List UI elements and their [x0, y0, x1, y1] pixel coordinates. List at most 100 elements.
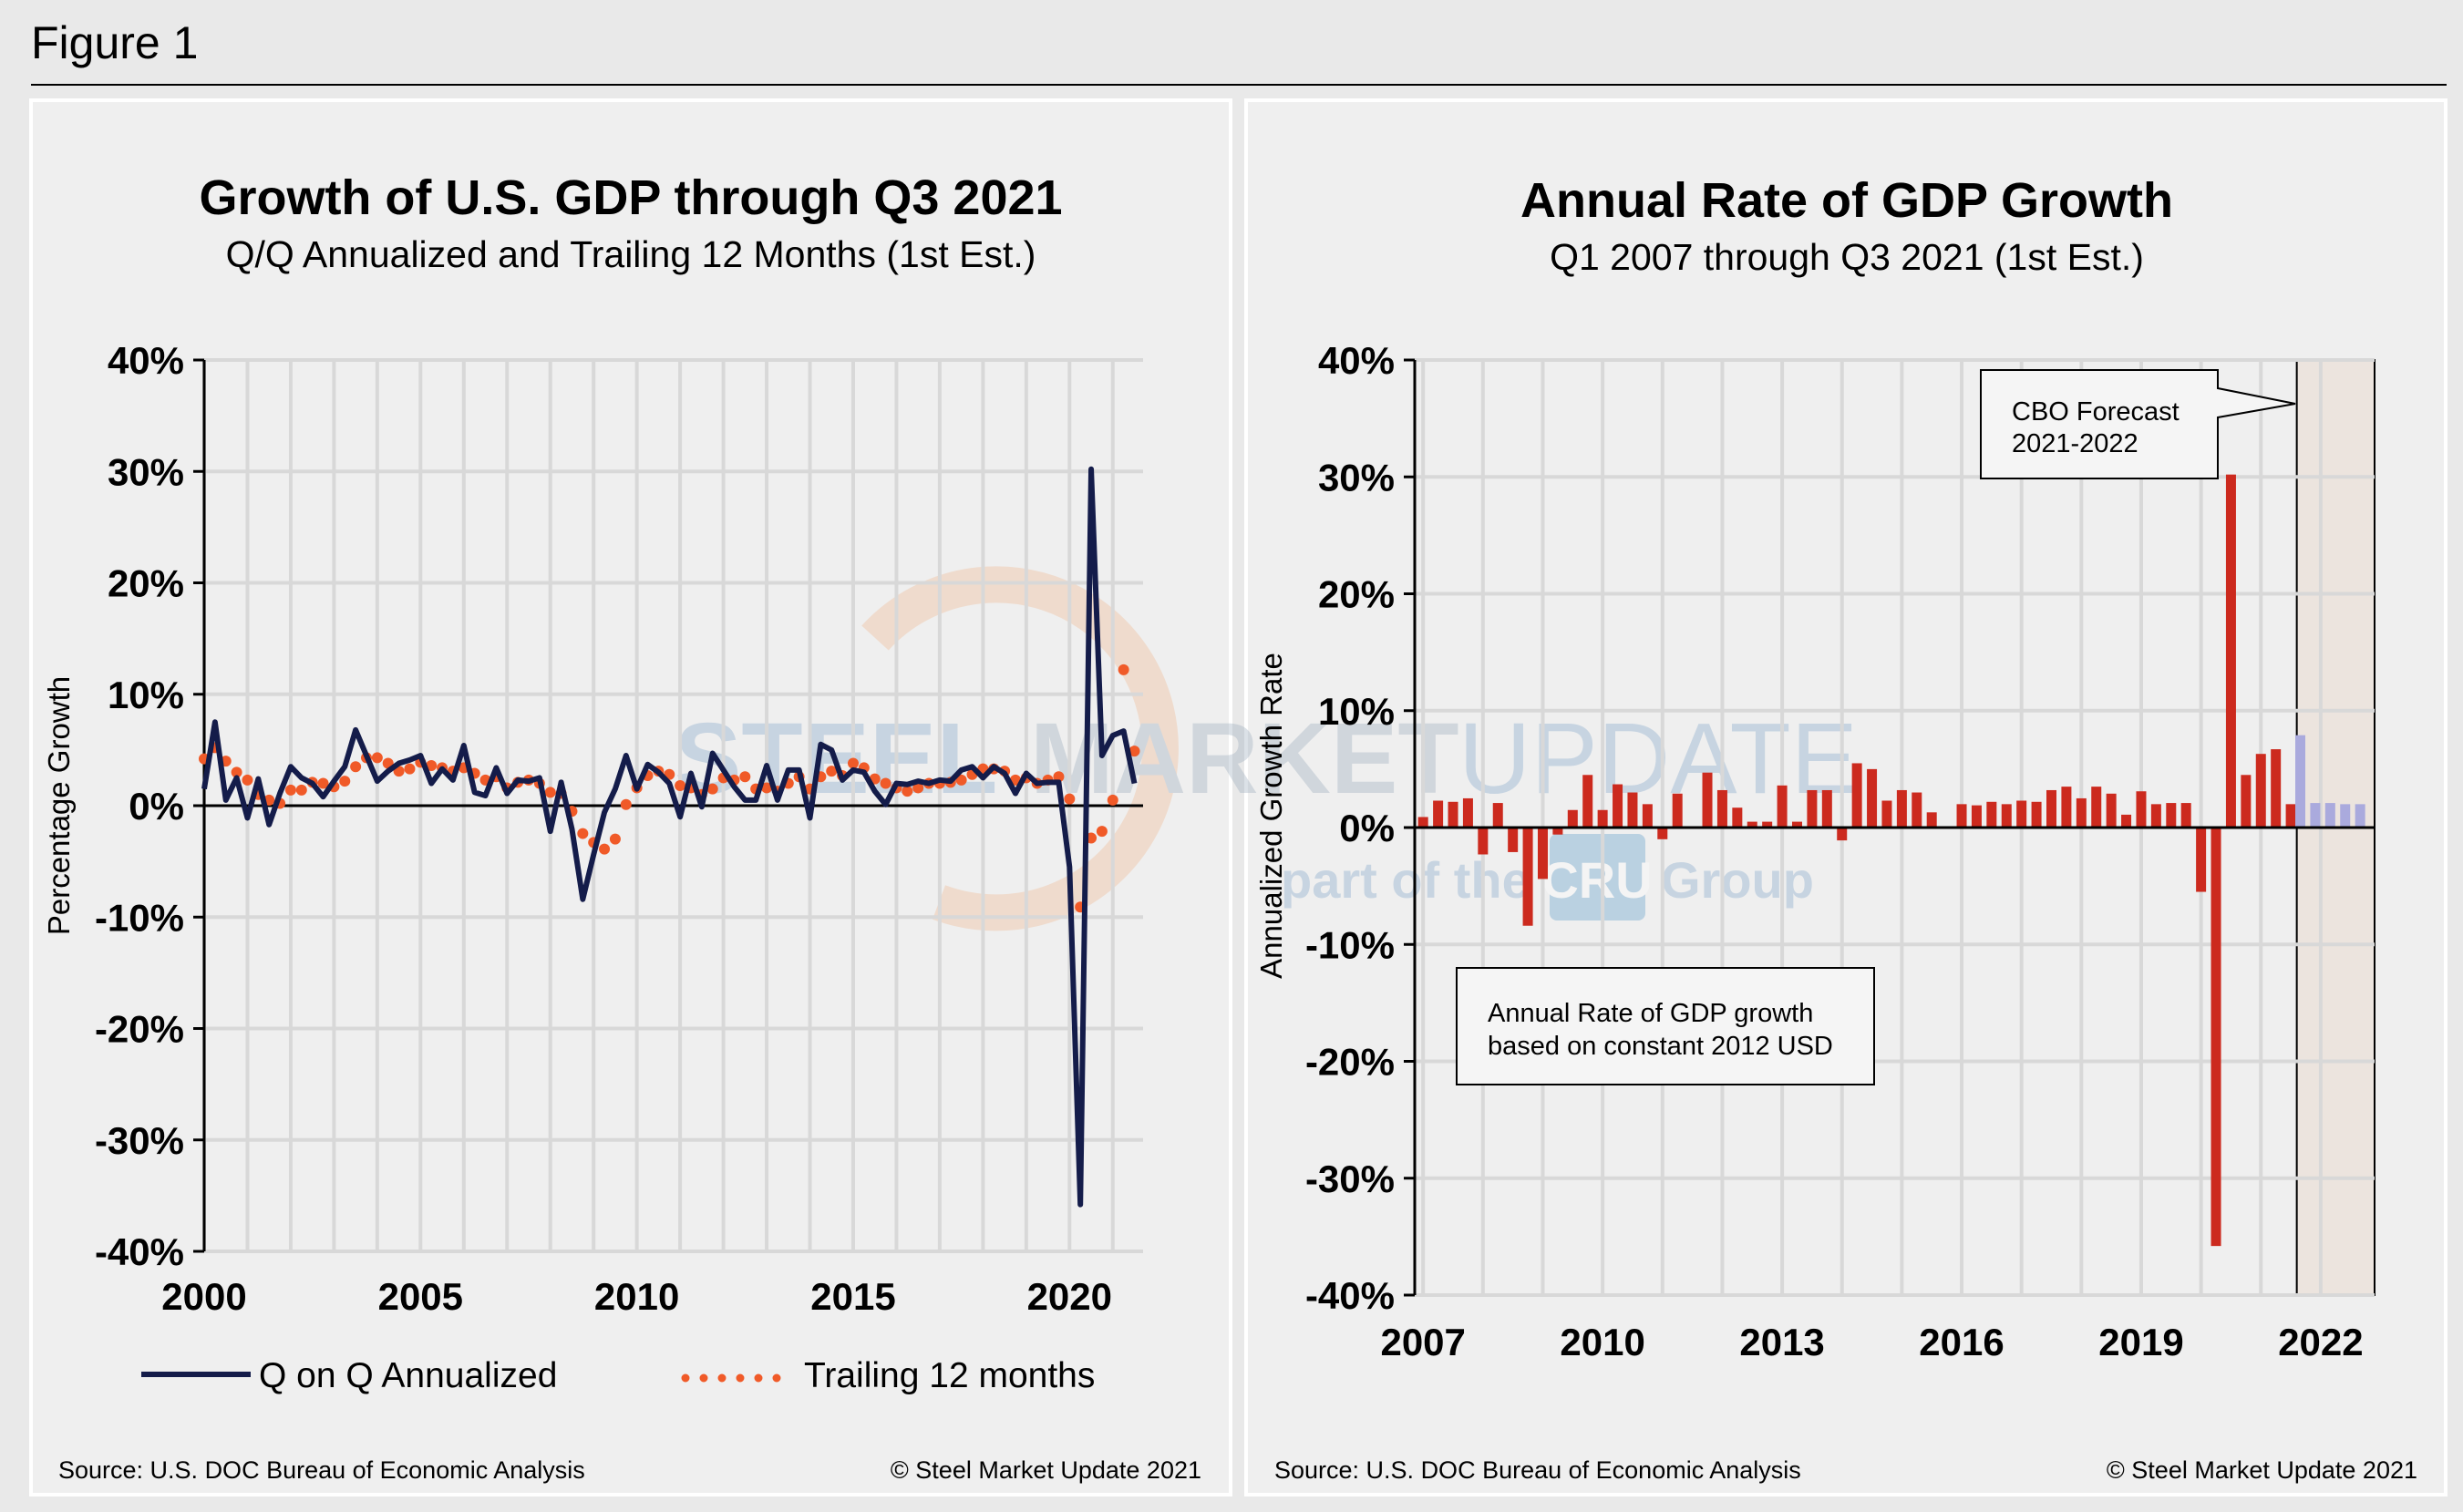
gdp-bar — [2241, 775, 2252, 828]
y-tick-label: 40% — [1318, 339, 1395, 382]
gdp-bar — [1552, 828, 1563, 835]
left-chart-grid — [202, 358, 1143, 1253]
right-source: Source: U.S. DOC Bureau of Economic Anal… — [1274, 1456, 1801, 1484]
y-tick-label: -10% — [1305, 923, 1395, 966]
y-tick-label: 40% — [108, 339, 184, 382]
y-tick-label: 30% — [1318, 456, 1395, 499]
gdp-bar — [1448, 801, 1458, 828]
left-chart-series — [199, 466, 1143, 1208]
y-tick-label: -20% — [95, 1008, 184, 1051]
x-tick-label: 2010 — [1560, 1321, 1644, 1363]
gdp-bar — [2196, 828, 2207, 892]
gdp-bar — [2046, 789, 2056, 828]
gdp-bar — [1492, 803, 1503, 828]
note-box: Annual Rate of GDP growth based on const… — [1456, 967, 1875, 1085]
gdp-bar — [2211, 828, 2221, 1247]
legend-label-trailing: Trailing 12 months — [804, 1356, 1095, 1395]
right-y-axis-label: Annualized Growth Rate — [1254, 653, 1288, 979]
trailing-12m-point — [1118, 663, 1129, 675]
forecast-bar — [2324, 803, 2335, 828]
gdp-bar — [2031, 801, 2042, 828]
trailing-12m-point — [1096, 826, 1108, 838]
right-chart-bars — [1415, 474, 2375, 1247]
x-tick-label: 2005 — [378, 1275, 463, 1318]
y-tick-label: 30% — [108, 450, 184, 493]
gdp-bar — [1417, 817, 1428, 828]
x-tick-label: 2022 — [2278, 1321, 2363, 1363]
trailing-12m-point — [826, 766, 838, 777]
gdp-bar — [1657, 828, 1668, 839]
gdp-bar — [1777, 785, 1788, 828]
note-line-1: Annual Rate of GDP growth — [1488, 999, 1813, 1028]
gdp-bar — [1478, 828, 1489, 855]
gdp-bar — [1986, 801, 1997, 828]
gdp-bar — [2285, 804, 2296, 828]
left-chart-ticks: 40% 30% 20% 10% 0% -10% -20% -30% -40%2000 2005 20… — [95, 339, 1112, 1318]
legend: Q on Q Annualized Trailing 12 months — [141, 1356, 1095, 1395]
forecast-bar — [2355, 804, 2365, 828]
gdp-bar — [1867, 768, 1878, 828]
right-chart-subtitle: Q1 2007 through Q3 2021 (1st Est.) — [1550, 236, 2144, 278]
y-tick-label: 0% — [129, 785, 184, 828]
gdp-bar — [1462, 797, 1473, 828]
gdp-bar — [1912, 792, 1922, 828]
y-tick-label: -40% — [1305, 1274, 1395, 1317]
gdp-bar — [1613, 784, 1623, 828]
y-tick-label: -40% — [95, 1230, 184, 1273]
gdp-bar — [2076, 797, 2087, 828]
trailing-12m-point — [404, 763, 416, 775]
trailing-12m-point — [371, 752, 383, 764]
trailing-12m-point — [1128, 746, 1140, 757]
trailing-12m-point — [902, 786, 913, 797]
gdp-bar — [1821, 789, 1832, 828]
trailing-12m-point — [706, 783, 718, 795]
x-tick-label: 2010 — [594, 1275, 679, 1318]
gdp-bar — [1567, 809, 1578, 828]
forecast-bar — [2340, 804, 2351, 828]
cbo-forecast-callout: CBO Forecast 2021-2022 — [1980, 369, 2296, 479]
trailing-12m-point — [426, 759, 438, 771]
trailing-12m-point — [675, 779, 686, 791]
callout-line-1: CBO Forecast — [2012, 397, 2180, 427]
gdp-bar — [2225, 474, 2236, 828]
gdp-bar — [2166, 803, 2177, 828]
gdp-bar — [2106, 793, 2117, 828]
watermark-group: Group — [1661, 851, 1814, 909]
y-tick-label: 20% — [108, 562, 184, 605]
gdp-bar — [2016, 800, 2027, 828]
y-tick-label: -20% — [1305, 1041, 1395, 1084]
gdp-bar — [1837, 828, 1848, 841]
y-tick-label: 10% — [1318, 690, 1395, 733]
callout-line-2: 2021-2022 — [2012, 429, 2138, 458]
watermark-update: UPDATE — [1458, 703, 1858, 815]
note-line-2: based on constant 2012 USD — [1488, 1032, 1833, 1061]
trailing-12m-point — [1064, 793, 1076, 805]
gdp-bar — [1747, 821, 1757, 828]
trailing-12m-point — [317, 777, 329, 789]
x-tick-label: 2000 — [161, 1275, 246, 1318]
gdp-bar — [1956, 804, 1967, 828]
gdp-bar — [1762, 821, 1773, 828]
x-tick-label: 2015 — [810, 1275, 895, 1318]
gdp-bar — [2091, 787, 2102, 828]
trailing-12m-point — [599, 843, 611, 855]
trailing-12m-point — [761, 782, 773, 794]
trailing-12m-point — [231, 766, 242, 778]
gdp-bar — [2271, 749, 2282, 828]
left-source: Source: U.S. DOC Bureau of Economic Anal… — [58, 1456, 585, 1484]
y-tick-label: -10% — [95, 896, 184, 939]
trailing-12m-point — [544, 787, 556, 798]
gdp-bar — [1702, 772, 1713, 828]
x-tick-label: 2007 — [1380, 1321, 1465, 1363]
gdp-bar — [1791, 821, 1802, 828]
gdp-bar — [2150, 804, 2161, 828]
gdp-bar — [1672, 793, 1683, 828]
gdp-bar — [1522, 828, 1533, 926]
gdp-bar — [1537, 828, 1548, 879]
trailing-12m-point — [577, 828, 589, 839]
right-chart-title: Annual Rate of GDP Growth — [1520, 173, 2173, 228]
y-tick-label: -30% — [95, 1119, 184, 1162]
watermark-part-of-the: part of the — [1281, 851, 1530, 909]
trailing-12m-point — [620, 798, 632, 810]
gdp-bar — [1851, 763, 1862, 828]
